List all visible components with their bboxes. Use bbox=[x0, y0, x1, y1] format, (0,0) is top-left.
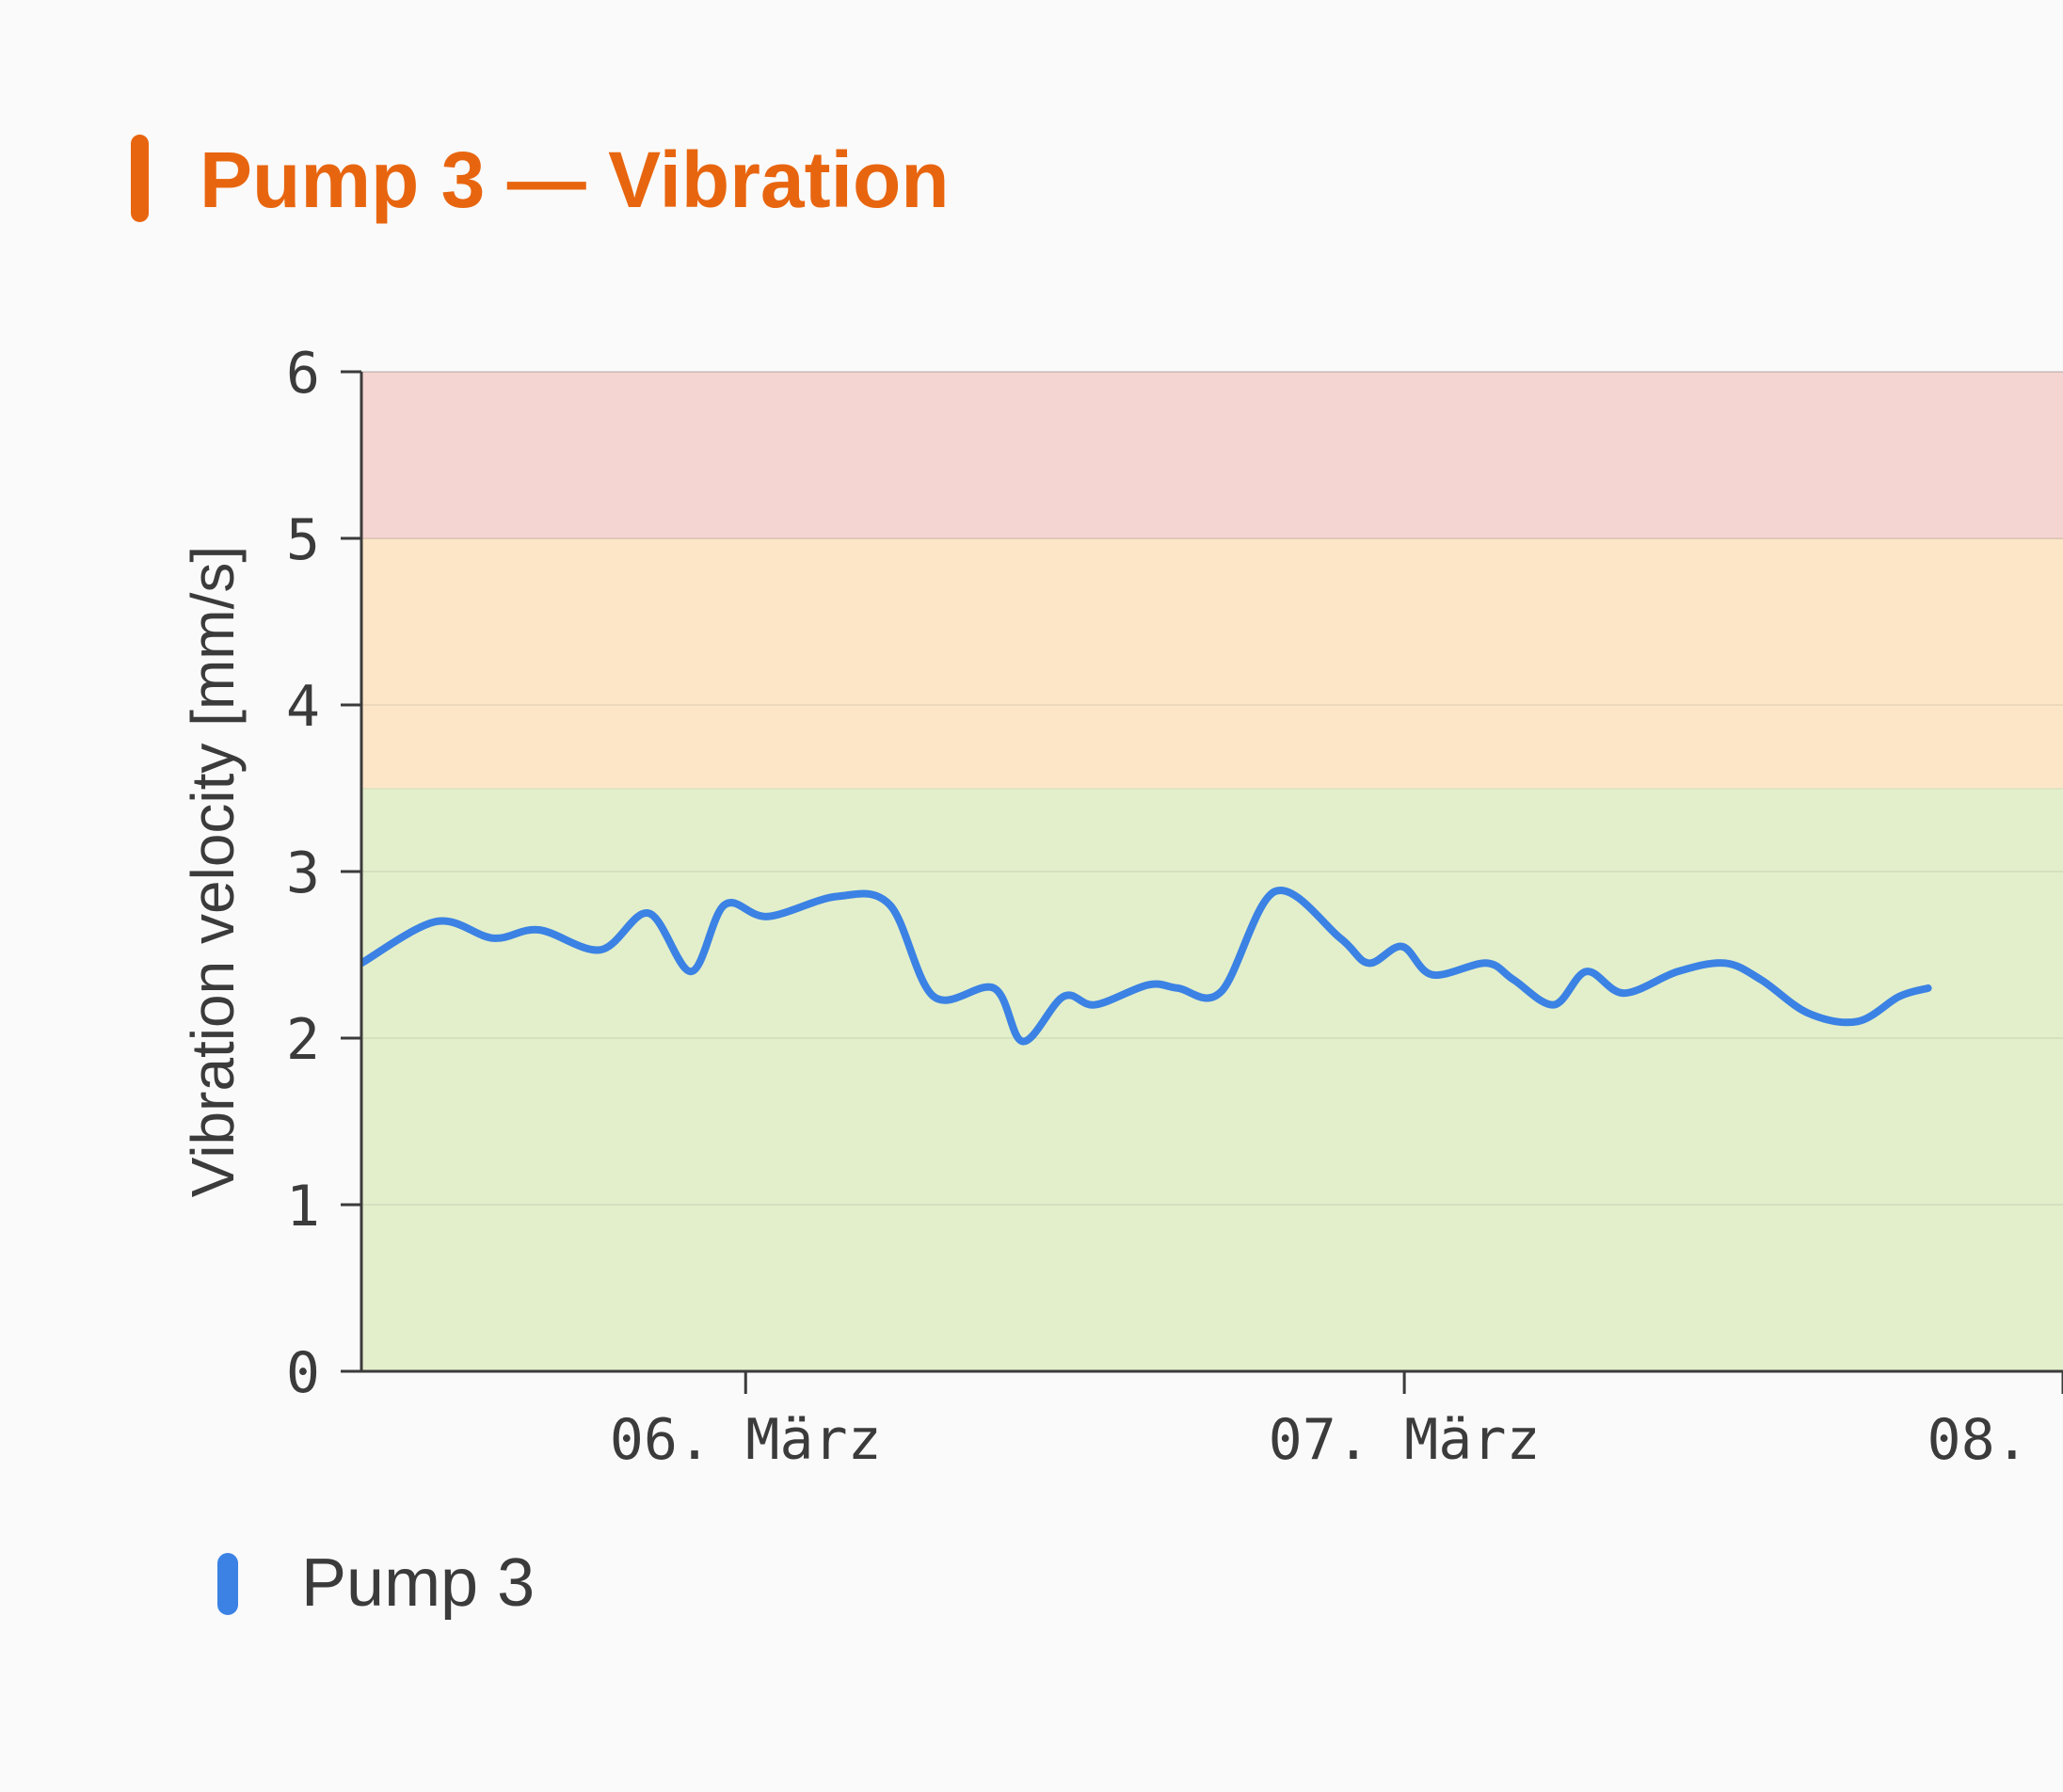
series-line-pump-3 bbox=[361, 887, 1932, 1046]
y-tick-label-0: 0 bbox=[286, 1340, 320, 1406]
x-tick-labels: 06. März 07. März 08. März bbox=[610, 1371, 2063, 1473]
x-tick-label-0: 06. März bbox=[610, 1407, 882, 1473]
x-tick-label-2: 08. März bbox=[1927, 1407, 2063, 1473]
y-axis-label: Vibration velocity [mm/s] bbox=[179, 546, 247, 1197]
y-tick-label-1: 1 bbox=[286, 1174, 320, 1240]
y-tick-label-4: 4 bbox=[286, 674, 320, 740]
threshold-zones bbox=[361, 371, 2063, 1371]
y-tick-labels: 0 1 2 3 4 5 6 bbox=[286, 341, 361, 1406]
legend-label-pump-3[interactable]: Pump 3 bbox=[301, 1545, 536, 1621]
y-tick-label-6: 6 bbox=[286, 341, 320, 407]
title-accent-bar bbox=[131, 135, 149, 222]
gridlines bbox=[361, 371, 2063, 1206]
x-tick-label-1: 07. März bbox=[1269, 1407, 1541, 1473]
series-layer bbox=[361, 887, 1932, 1046]
y-tick-label-2: 2 bbox=[286, 1007, 320, 1073]
zone-band-0 bbox=[361, 788, 2063, 1371]
y-tick-label-3: 3 bbox=[286, 840, 320, 906]
y-tick-label-5: 5 bbox=[286, 507, 320, 573]
legend-swatch-pump-3 bbox=[217, 1553, 238, 1615]
chart-title: Pump 3 — Vibration bbox=[200, 136, 950, 224]
zone-band-1 bbox=[361, 538, 2063, 789]
zone-band-2 bbox=[361, 372, 2063, 538]
